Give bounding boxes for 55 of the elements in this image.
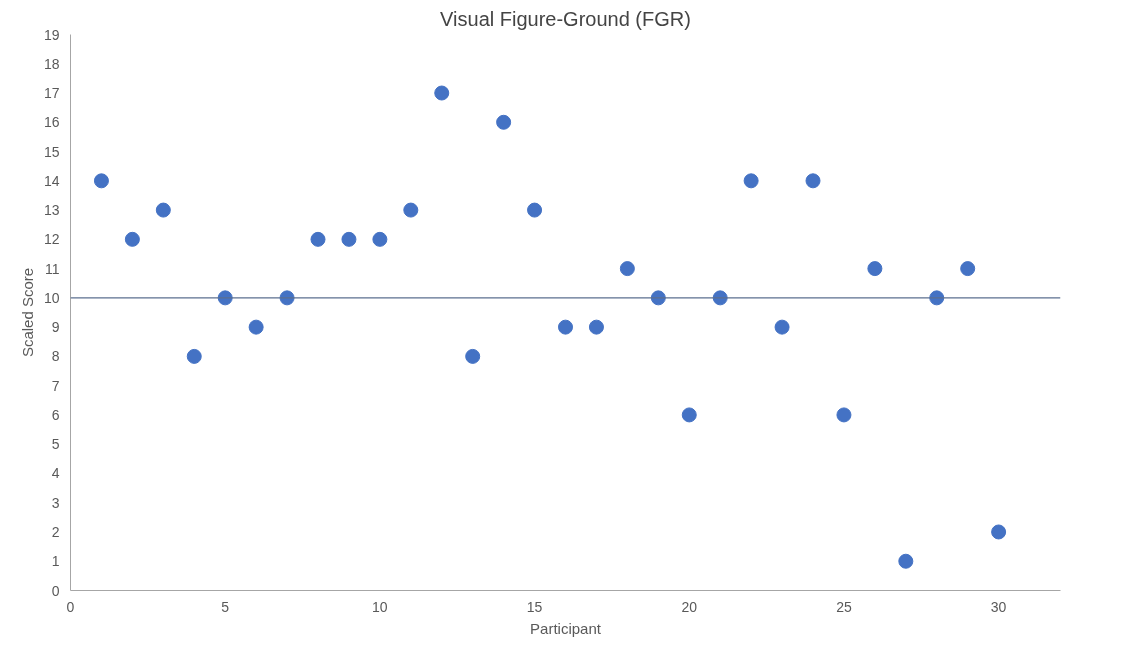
y-tick-label: 13 xyxy=(43,202,60,219)
point xyxy=(186,348,202,364)
y-tick-label: 3 xyxy=(51,494,60,511)
point xyxy=(372,231,388,247)
point xyxy=(588,319,604,335)
y-tick-label: 9 xyxy=(51,319,60,336)
point xyxy=(465,348,481,364)
point xyxy=(743,173,759,189)
x-tick-label: 30 xyxy=(990,598,1007,615)
point xyxy=(434,85,450,101)
y-tick-label: 12 xyxy=(43,231,60,248)
point xyxy=(496,114,512,130)
y-tick-label: 1 xyxy=(51,553,60,570)
y-tick-label: 10 xyxy=(43,289,60,306)
y-tick-label: 8 xyxy=(51,348,60,365)
point xyxy=(124,231,140,247)
point xyxy=(836,407,852,423)
y-tick-label: 2 xyxy=(51,523,60,540)
y-tick-label: 15 xyxy=(43,143,60,160)
y-tick-label: 4 xyxy=(51,465,60,482)
x-tick-label: 0 xyxy=(66,598,75,615)
x-axis-title: Participant xyxy=(530,619,602,637)
y-tick-label: 5 xyxy=(51,436,60,453)
chart-title: Visual Figure-Ground (FGR) xyxy=(440,7,691,30)
point xyxy=(403,202,419,218)
point xyxy=(248,319,264,335)
y-tick-label: 0 xyxy=(51,582,60,599)
point xyxy=(341,231,357,247)
y-tick-label: 16 xyxy=(43,114,60,131)
y-tick-label: 18 xyxy=(43,55,60,72)
point xyxy=(960,261,976,277)
y-tick-label: 11 xyxy=(44,260,60,277)
point xyxy=(619,261,635,277)
point xyxy=(774,319,790,335)
point xyxy=(93,173,109,189)
x-tick-label: 25 xyxy=(836,598,852,615)
point xyxy=(898,553,914,569)
y-tick-label: 6 xyxy=(51,406,60,423)
point xyxy=(681,407,697,423)
point xyxy=(310,231,326,247)
point xyxy=(867,261,883,277)
point xyxy=(155,202,171,218)
y-tick-label: 19 xyxy=(43,26,60,43)
y-tick-label: 14 xyxy=(43,172,60,189)
y-axis-title: Scaled Score xyxy=(18,267,36,358)
y-tick-label: 7 xyxy=(51,377,60,394)
x-tick-label: 20 xyxy=(681,598,698,615)
point xyxy=(558,319,573,335)
x-tick-label: 5 xyxy=(221,598,230,615)
point xyxy=(991,524,1007,540)
y-tick-label: 17 xyxy=(43,85,60,102)
point xyxy=(805,173,821,189)
point xyxy=(527,202,543,218)
x-tick-label: 15 xyxy=(526,598,543,615)
x-tick-label: 10 xyxy=(372,598,388,615)
